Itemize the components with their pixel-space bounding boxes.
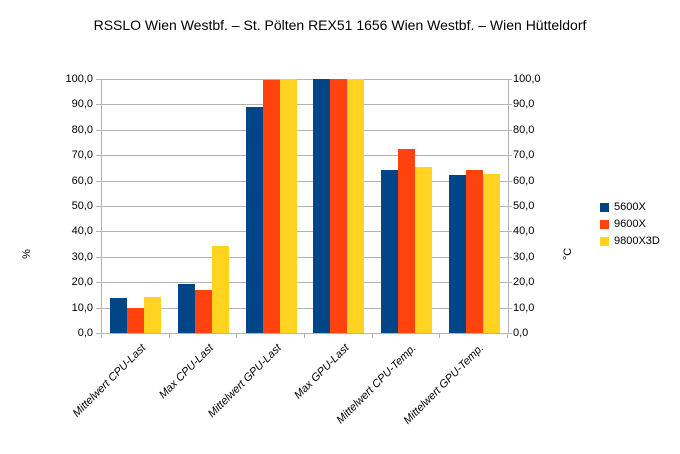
y-tick-label-left: 0,0 <box>77 327 93 339</box>
y-tick-label-left: 30,0 <box>71 250 93 263</box>
x-tick <box>236 333 238 338</box>
y-tick <box>507 180 512 182</box>
x-tick <box>304 333 305 338</box>
x-tick <box>439 333 441 338</box>
legend-label: 9800X3D <box>614 235 660 247</box>
bar-9600X <box>465 170 483 333</box>
y-tick <box>96 206 101 207</box>
bar-5600X <box>313 79 331 333</box>
legend-swatch <box>600 237 609 246</box>
y-tick-label-right: 0,0 <box>513 327 529 339</box>
y-tick-label-right: 70,0 <box>513 149 535 162</box>
chart-title: RSSLO Wien Westbf. – St. Pölten REX51 16… <box>93 17 587 33</box>
gridline <box>102 180 508 182</box>
gridline <box>102 256 508 258</box>
y-tick <box>507 333 512 334</box>
y-tick <box>507 79 512 80</box>
legend-label: 5600X <box>614 201 646 213</box>
bar-9800X3D <box>482 174 500 333</box>
gridline <box>102 129 508 131</box>
y-tick <box>96 180 101 182</box>
y-tick <box>507 231 512 233</box>
gridline <box>102 307 508 309</box>
legend-item: 9600X <box>600 216 660 233</box>
category-label: Mittelwert CPU-Last <box>70 342 149 420</box>
y-tick <box>507 104 512 106</box>
y-tick-label-left: 100,0 <box>65 73 93 85</box>
legend-item: 9800X3D <box>600 233 660 250</box>
y-tick <box>96 129 101 131</box>
bar-5600X <box>245 107 263 333</box>
y-tick-label-right: 20,0 <box>513 276 535 289</box>
y-tick-label-right: 40,0 <box>513 225 535 238</box>
x-tick <box>168 333 170 338</box>
legend-label: 9600X <box>614 218 646 230</box>
gridline <box>102 79 508 80</box>
bar-5600X <box>448 175 466 333</box>
bar-9600X <box>195 289 212 333</box>
y-tick-label-right: 90,0 <box>513 98 535 111</box>
y-tick-label-left: 60,0 <box>71 174 93 187</box>
y-tick-label-left: 80,0 <box>71 123 93 136</box>
y-tick-label-right: 80,0 <box>513 123 535 136</box>
y-tick <box>96 333 101 334</box>
y-tick-label-left: 70,0 <box>71 149 93 162</box>
bar-9800X3D <box>211 245 229 333</box>
legend: 5600X 9600X 9800X3D <box>600 199 660 250</box>
bar-9800X3D <box>414 166 432 333</box>
y-tick-label-left: 20,0 <box>71 276 93 289</box>
y-tick-label-left: 50,0 <box>71 200 93 212</box>
legend-swatch <box>600 220 609 229</box>
bar-5600X <box>110 297 128 333</box>
gridline <box>102 206 508 207</box>
x-tick <box>507 333 508 338</box>
y-tick <box>507 155 512 157</box>
legend-item: 5600X <box>600 199 660 216</box>
y-tick <box>507 282 512 284</box>
category-label: Max CPU-Last <box>156 342 216 402</box>
category-label: Mittelwert GPU-Last <box>205 342 284 421</box>
bar-9800X3D <box>279 79 297 333</box>
category-label: Mittelwert GPU-Temp. <box>401 342 487 427</box>
y-tick <box>96 256 101 258</box>
y-tick <box>96 231 101 233</box>
gridline <box>102 155 508 157</box>
bar-9600X <box>330 79 348 333</box>
y-axis-title-right: °C <box>562 247 574 261</box>
y-tick <box>507 256 512 258</box>
y-tick <box>507 129 512 131</box>
y-tick <box>96 104 101 106</box>
y-tick <box>96 282 101 284</box>
y-tick <box>507 307 512 309</box>
gridline <box>102 104 508 106</box>
gridline <box>102 231 508 233</box>
bar-9600X <box>262 80 280 333</box>
y-tick-label-left: 90,0 <box>71 98 93 111</box>
gridline <box>102 282 508 284</box>
y-tick <box>96 79 101 80</box>
bar-9800X3D <box>144 296 162 333</box>
plot-area <box>101 79 509 334</box>
bar-5600X <box>178 283 196 333</box>
y-tick-label-right: 60,0 <box>513 174 535 187</box>
x-tick <box>101 333 102 338</box>
legend-swatch <box>600 203 609 212</box>
category-label: Max GPU-Last <box>291 342 352 402</box>
y-tick-label-left: 10,0 <box>71 301 93 314</box>
y-tick-label-right: 10,0 <box>513 301 535 314</box>
y-tick-label-right: 30,0 <box>513 250 535 263</box>
y-tick-label-right: 50,0 <box>513 200 535 212</box>
bar-9600X <box>127 308 145 333</box>
y-tick-label-left: 40,0 <box>71 225 93 238</box>
y-axis-title-left: % <box>21 249 33 259</box>
y-tick <box>507 206 512 207</box>
bar-9800X3D <box>347 79 365 333</box>
y-tick <box>96 307 101 309</box>
bar-9600X <box>398 148 415 333</box>
y-tick-label-right: 100,0 <box>513 73 541 85</box>
bar-5600X <box>381 170 399 333</box>
y-tick <box>96 155 101 157</box>
x-tick <box>371 333 373 338</box>
